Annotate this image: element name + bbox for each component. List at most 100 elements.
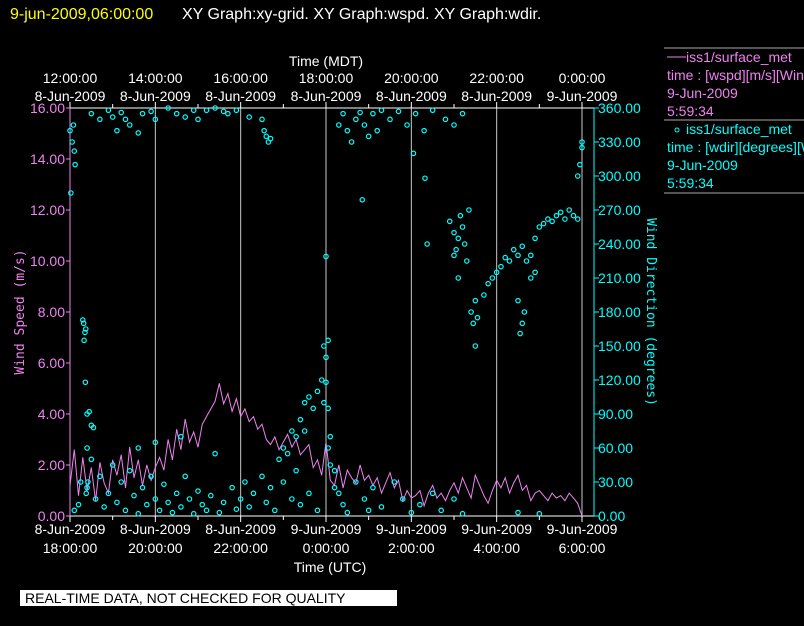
wdir-point	[527, 252, 534, 259]
wspd-point	[419, 490, 421, 491]
wdir-point	[242, 479, 248, 485]
wdir-point	[82, 326, 89, 332]
wdir-point	[517, 330, 523, 337]
wdir-point	[195, 116, 201, 123]
wdir-point	[378, 107, 385, 114]
wdir-point	[361, 122, 368, 128]
bottom-tick-date: 8-Jun-2009	[35, 521, 106, 537]
wspd-point	[236, 398, 237, 400]
wspd-point	[99, 462, 101, 463]
wdir-point	[297, 416, 304, 423]
wspd-point	[223, 403, 224, 405]
legend-wdir-time: 5:59:34	[667, 175, 714, 191]
wspd-point	[312, 467, 314, 468]
top-tick-time: 18:00:00	[299, 70, 354, 86]
wspd-point	[338, 464, 340, 466]
wspd-series	[69, 383, 583, 517]
wspd-point	[206, 416, 207, 417]
wdir-point	[327, 462, 334, 468]
wdir-point	[395, 108, 402, 115]
wdir-point	[532, 269, 538, 276]
wdir-point	[536, 510, 543, 517]
wdir-point	[562, 216, 568, 222]
wdir-point	[161, 481, 167, 488]
wspd-point	[210, 408, 212, 410]
top-axis-title: Time (MDT)	[289, 53, 363, 69]
wspd-point	[163, 469, 165, 471]
wspd-point	[539, 490, 540, 491]
wdir-point	[325, 405, 331, 412]
wdir-point	[84, 445, 90, 451]
wdir-point	[190, 510, 197, 517]
plot-frame	[69, 107, 595, 517]
right-tick-label: 150.00	[598, 338, 641, 354]
wdir-point	[553, 212, 560, 219]
wspd-point	[364, 480, 365, 481]
wdir-point	[148, 473, 154, 480]
wdir-point	[574, 173, 581, 179]
wdir-point	[532, 235, 538, 242]
right-tick-label: 60.00	[598, 440, 633, 456]
wdir-point	[466, 207, 472, 213]
wdir-point	[139, 484, 146, 491]
wdir-point	[335, 490, 342, 497]
wdir-point	[92, 496, 99, 502]
wdir-point	[515, 509, 521, 516]
wspd-point	[406, 490, 408, 491]
wdir-point	[165, 499, 171, 506]
wdir-point	[318, 377, 325, 383]
top-tick-date: 8-Jun-2009	[376, 88, 447, 104]
wspd-point	[547, 500, 549, 502]
wdir-point	[246, 114, 253, 120]
wspd-point	[69, 485, 71, 486]
wspd-point	[492, 490, 493, 491]
wspd-point	[167, 439, 169, 440]
wdir-point	[297, 501, 304, 508]
top-tick-date: 8-Jun-2009	[205, 88, 276, 104]
left-tick-label: 10.00	[30, 253, 65, 269]
wdir-point	[182, 473, 189, 480]
wspd-point	[500, 487, 502, 489]
wdir-point	[229, 484, 235, 491]
wdir-point	[459, 110, 466, 117]
wspd-point	[342, 487, 344, 489]
wspd-point	[325, 441, 327, 443]
wdir-point	[566, 207, 573, 213]
top-tick-time: 16:00:00	[213, 70, 268, 86]
wspd-point	[278, 449, 280, 451]
wdir-point	[126, 122, 133, 128]
right-tick-label: 270.00	[598, 202, 641, 218]
wdir-point	[519, 320, 526, 327]
wspd-point	[351, 477, 352, 479]
legend-circle-symbol	[674, 127, 680, 133]
wdir-point	[126, 467, 133, 474]
wdir-point	[470, 320, 477, 327]
wspd-point	[321, 474, 323, 476]
wdir-point	[90, 424, 97, 431]
wdir-point	[182, 114, 189, 120]
wdir-point	[114, 127, 120, 134]
wdir-point	[84, 484, 90, 491]
wdir-point	[451, 229, 457, 236]
wdir-point	[353, 479, 359, 485]
legend-wdir-date: 9-Jun-2009	[667, 157, 738, 173]
wspd-point	[526, 485, 527, 486]
wdir-point	[429, 490, 436, 497]
wdir-point	[144, 501, 150, 508]
wspd-point	[78, 495, 79, 496]
wspd-point	[521, 490, 523, 491]
wdir-point	[359, 197, 366, 203]
right-tick-label: 0.00	[598, 508, 625, 524]
top-tick-date: 8-Jun-2009	[291, 88, 362, 104]
wdir-point	[361, 496, 368, 502]
wdir-point	[82, 379, 89, 386]
wspd-point	[244, 408, 246, 410]
wdir-point	[190, 107, 197, 114]
top-tick-date: 8-Jun-2009	[461, 88, 532, 104]
wspd-point	[159, 457, 160, 458]
wspd-point	[428, 492, 429, 494]
wdir-point	[250, 490, 257, 497]
wdir-series	[67, 105, 585, 517]
wdir-point	[340, 501, 346, 508]
